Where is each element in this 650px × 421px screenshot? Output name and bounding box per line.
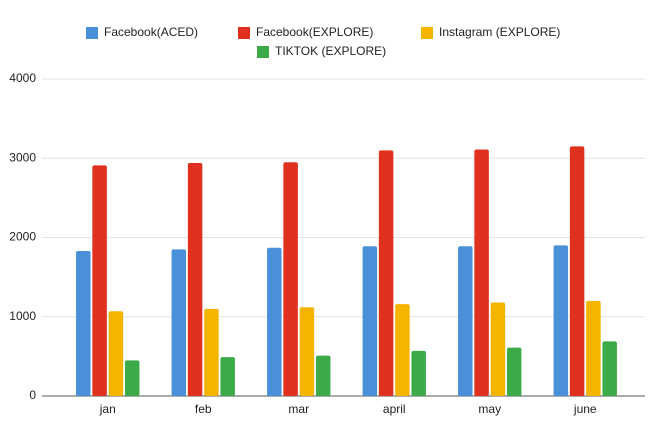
bar: [362, 246, 378, 396]
bar: [411, 350, 426, 396]
bar: [187, 163, 203, 396]
bar: [395, 304, 410, 396]
bar: [569, 146, 585, 396]
bar: [553, 245, 569, 396]
bar: [171, 249, 187, 396]
legend-label: Facebook(EXPLORE): [256, 25, 373, 39]
legend-label: Instagram (EXPLORE): [439, 25, 560, 39]
x-tick-label: mar: [288, 402, 309, 416]
y-tick-label: 1000: [9, 309, 36, 323]
bar: [490, 302, 506, 396]
legend-label: TIKTOK (EXPLORE): [275, 44, 386, 58]
bar: [76, 250, 91, 396]
y-tick-label: 4000: [9, 71, 36, 85]
bar: [299, 307, 315, 396]
bar: [124, 360, 140, 396]
y-tick-label: 3000: [9, 150, 36, 164]
legend-swatch: [238, 27, 250, 39]
bar: [108, 311, 124, 396]
x-tick-label: june: [573, 402, 597, 416]
bar: [586, 300, 601, 396]
y-tick-label: 0: [29, 388, 36, 402]
bar: [204, 308, 219, 396]
legend-swatch: [86, 27, 98, 39]
bar: [283, 162, 298, 396]
bar: [92, 165, 107, 396]
bar: [220, 357, 235, 396]
bar: [315, 355, 331, 396]
bar: [602, 341, 617, 396]
x-tick-label: may: [478, 402, 501, 416]
x-tick-label: feb: [195, 402, 212, 416]
legend-swatch: [257, 46, 269, 58]
bar: [506, 347, 522, 396]
bar: [378, 150, 394, 396]
x-tick-label: jan: [99, 402, 116, 416]
legend-swatch: [421, 27, 433, 39]
legend-label: Facebook(ACED): [104, 25, 198, 39]
bar: [267, 247, 282, 396]
bar: [474, 149, 489, 396]
x-tick-label: april: [383, 402, 406, 416]
y-tick-label: 2000: [9, 230, 36, 244]
bar: [458, 246, 473, 396]
